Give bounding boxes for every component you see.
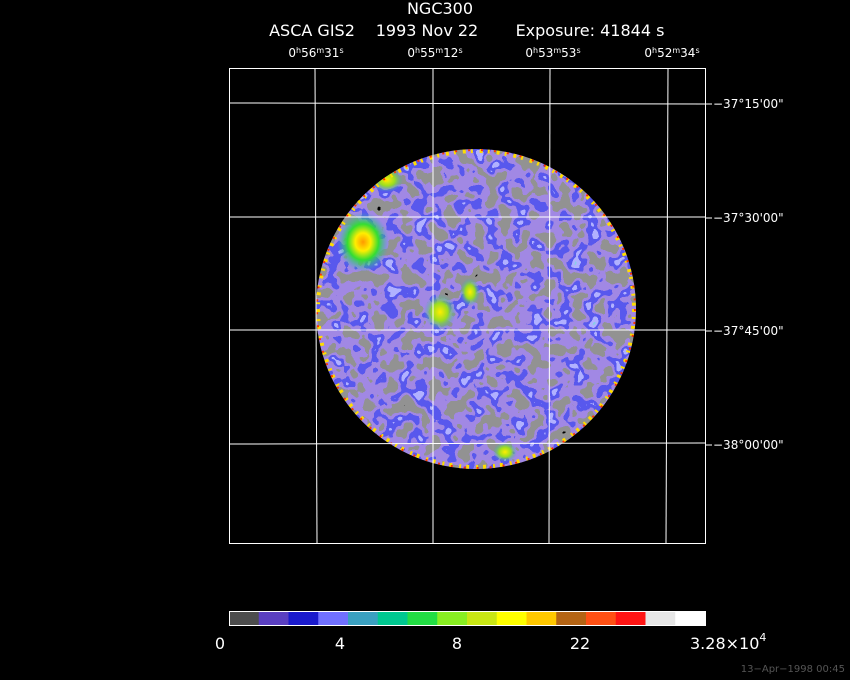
ra-unit: h	[533, 46, 538, 55]
colorbar-label: 0	[215, 634, 225, 653]
ra-unit: s	[695, 46, 699, 55]
ra-label: 0h53m53s	[525, 46, 580, 60]
colorbar-swatch	[526, 611, 557, 625]
coordinate-grid	[228, 67, 706, 544]
ra-unit: s	[458, 46, 462, 55]
colorbar-swatch	[645, 611, 676, 625]
ra-s: 31	[324, 46, 339, 60]
colorbar-swatch	[318, 611, 349, 625]
colorbar	[229, 611, 706, 626]
colorbar-label: 4	[335, 634, 345, 653]
ra-unit: h	[296, 46, 301, 55]
ra-m: 55	[420, 46, 435, 60]
colorbar-swatch	[229, 611, 260, 625]
ra-h: 0	[407, 46, 415, 60]
colorbar-swatch	[407, 611, 438, 625]
dec-label: −38°00'00"	[713, 438, 784, 452]
ra-unit: s	[576, 46, 580, 55]
colorbar-swatch	[377, 611, 408, 625]
ra-m: 56	[301, 46, 316, 60]
ra-s: 12	[443, 46, 458, 60]
ra-h: 0	[644, 46, 652, 60]
ra-label: 0h56m31s	[288, 46, 343, 60]
colorbar-swatch	[675, 611, 706, 625]
colorbar-swatch	[556, 611, 587, 625]
exposure: Exposure: 41844 s	[516, 21, 665, 40]
ra-label: 0h55m12s	[407, 46, 462, 60]
ra-unit: m	[435, 46, 443, 55]
ra-unit: m	[316, 46, 324, 55]
ra-label: 0h52m34s	[644, 46, 699, 60]
ra-unit: m	[553, 46, 561, 55]
colorbar-swatch	[437, 611, 468, 625]
ra-m: 53	[538, 46, 553, 60]
colorbar-label: 22	[570, 634, 590, 653]
colorbar-swatch	[348, 611, 379, 625]
dec-label: −37°45'00"	[713, 324, 784, 338]
colorbar-swatch	[586, 611, 617, 625]
instrument: ASCA GIS2	[269, 21, 355, 40]
timestamp: 13−Apr−1998 00:45	[741, 664, 845, 675]
xray-image	[316, 149, 636, 469]
colorbar-swatch	[467, 611, 498, 625]
frame	[229, 68, 706, 544]
colorbar-swatch	[288, 611, 319, 625]
colorbar-label: 8	[452, 634, 462, 653]
date: 1993 Nov 22	[376, 21, 478, 40]
exponent: 4	[759, 631, 766, 644]
ra-unit: h	[652, 46, 657, 55]
colorbar-swatch	[258, 611, 289, 625]
ra-unit: s	[339, 46, 343, 55]
colorbar-labels: 0 4 8 22 3.28×104	[215, 631, 766, 653]
dec-label: −37°15'00"	[713, 97, 784, 111]
colorbar-swatch	[496, 611, 527, 625]
title: NGC300	[407, 0, 473, 18]
ra-s: 34	[680, 46, 695, 60]
ra-unit: m	[672, 46, 680, 55]
ra-h: 0	[525, 46, 533, 60]
ra-labels: 0h56m31s 0h55m12s 0h53m53s 0h52m34s	[288, 46, 699, 60]
ra-m: 52	[657, 46, 672, 60]
mantissa: 3.28×10	[690, 634, 759, 653]
dec-labels: −37°15'00" −37°30'00" −37°45'00" −38°00'00"	[705, 97, 784, 452]
ra-h: 0	[288, 46, 296, 60]
ra-unit: h	[415, 46, 420, 55]
ra-s: 53	[561, 46, 576, 60]
colorbar-swatch	[615, 611, 646, 625]
colorbar-max: 3.28×104	[690, 631, 766, 653]
dec-label: −37°30'00"	[713, 211, 784, 225]
colorbar-frame	[229, 611, 706, 626]
